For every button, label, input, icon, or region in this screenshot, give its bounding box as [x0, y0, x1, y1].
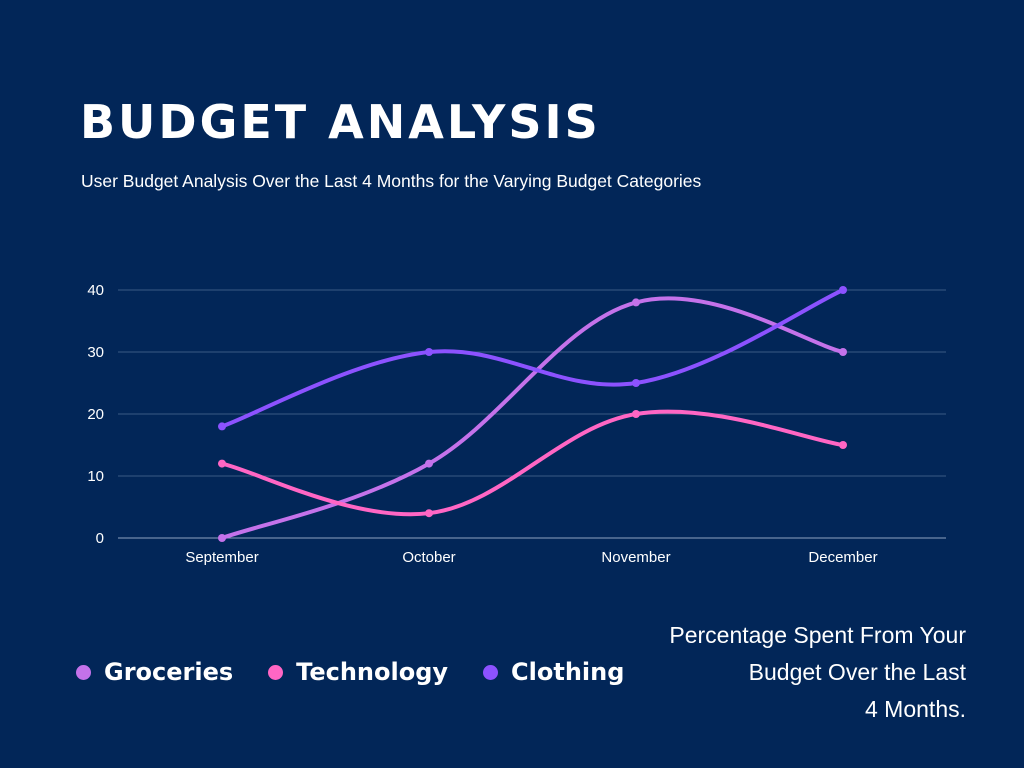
y-tick-label: 20 [87, 406, 104, 423]
chart-subtitle: User Budget Analysis Over the Last 4 Mon… [81, 171, 702, 191]
y-tick-label: 10 [87, 468, 104, 485]
series-line-technology [220, 409, 845, 517]
data-points [218, 286, 847, 542]
legend-label-groceries: Groceries [104, 658, 234, 686]
data-point-technology [839, 441, 847, 449]
data-point-clothing [218, 422, 226, 431]
data-point-clothing [839, 286, 847, 294]
chart-title: BUDGET ANALYSIS [80, 95, 601, 149]
legend: Groceries Technology Clothing [76, 652, 659, 692]
gridlines [118, 289, 946, 539]
chart-note: Percentage Spent From Your Budget Over t… [669, 622, 966, 722]
y-tick-label: 40 [87, 282, 104, 299]
legend-dot-groceries [76, 664, 91, 680]
data-point-technology [425, 509, 433, 518]
data-point-groceries [632, 298, 640, 307]
data-point-technology [218, 459, 226, 468]
data-point-technology [632, 410, 640, 418]
y-axis-ticks: 0 10 20 30 40 [87, 282, 104, 547]
data-point-groceries [218, 534, 226, 542]
legend-dot-clothing [483, 664, 499, 680]
legend-label-clothing: Clothing [511, 658, 625, 686]
series-line-clothing [220, 288, 845, 429]
legend-item-technology: Technology [268, 658, 448, 686]
x-axis-ticks: September October November December [185, 549, 877, 566]
x-tick-label: November [601, 549, 670, 566]
line-chart: 0 10 20 30 40 September October November Decemb… [87, 282, 946, 566]
legend-dot-technology [268, 664, 284, 680]
y-tick-label: 0 [96, 530, 104, 547]
series-line-groceries [220, 296, 845, 540]
legend-item-groceries: Groceries [76, 658, 233, 686]
x-tick-label: December [808, 549, 877, 566]
y-tick-label: 30 [87, 344, 104, 361]
legend-label-technology: Technology [296, 658, 449, 686]
data-point-groceries [839, 348, 847, 356]
x-tick-label: September [185, 549, 258, 566]
legend-item-clothing: Clothing [483, 658, 624, 686]
data-point-groceries [425, 459, 433, 468]
data-point-clothing [425, 348, 433, 356]
data-point-clothing [632, 379, 640, 387]
x-tick-label: October [402, 549, 455, 566]
series-lines [220, 288, 845, 540]
